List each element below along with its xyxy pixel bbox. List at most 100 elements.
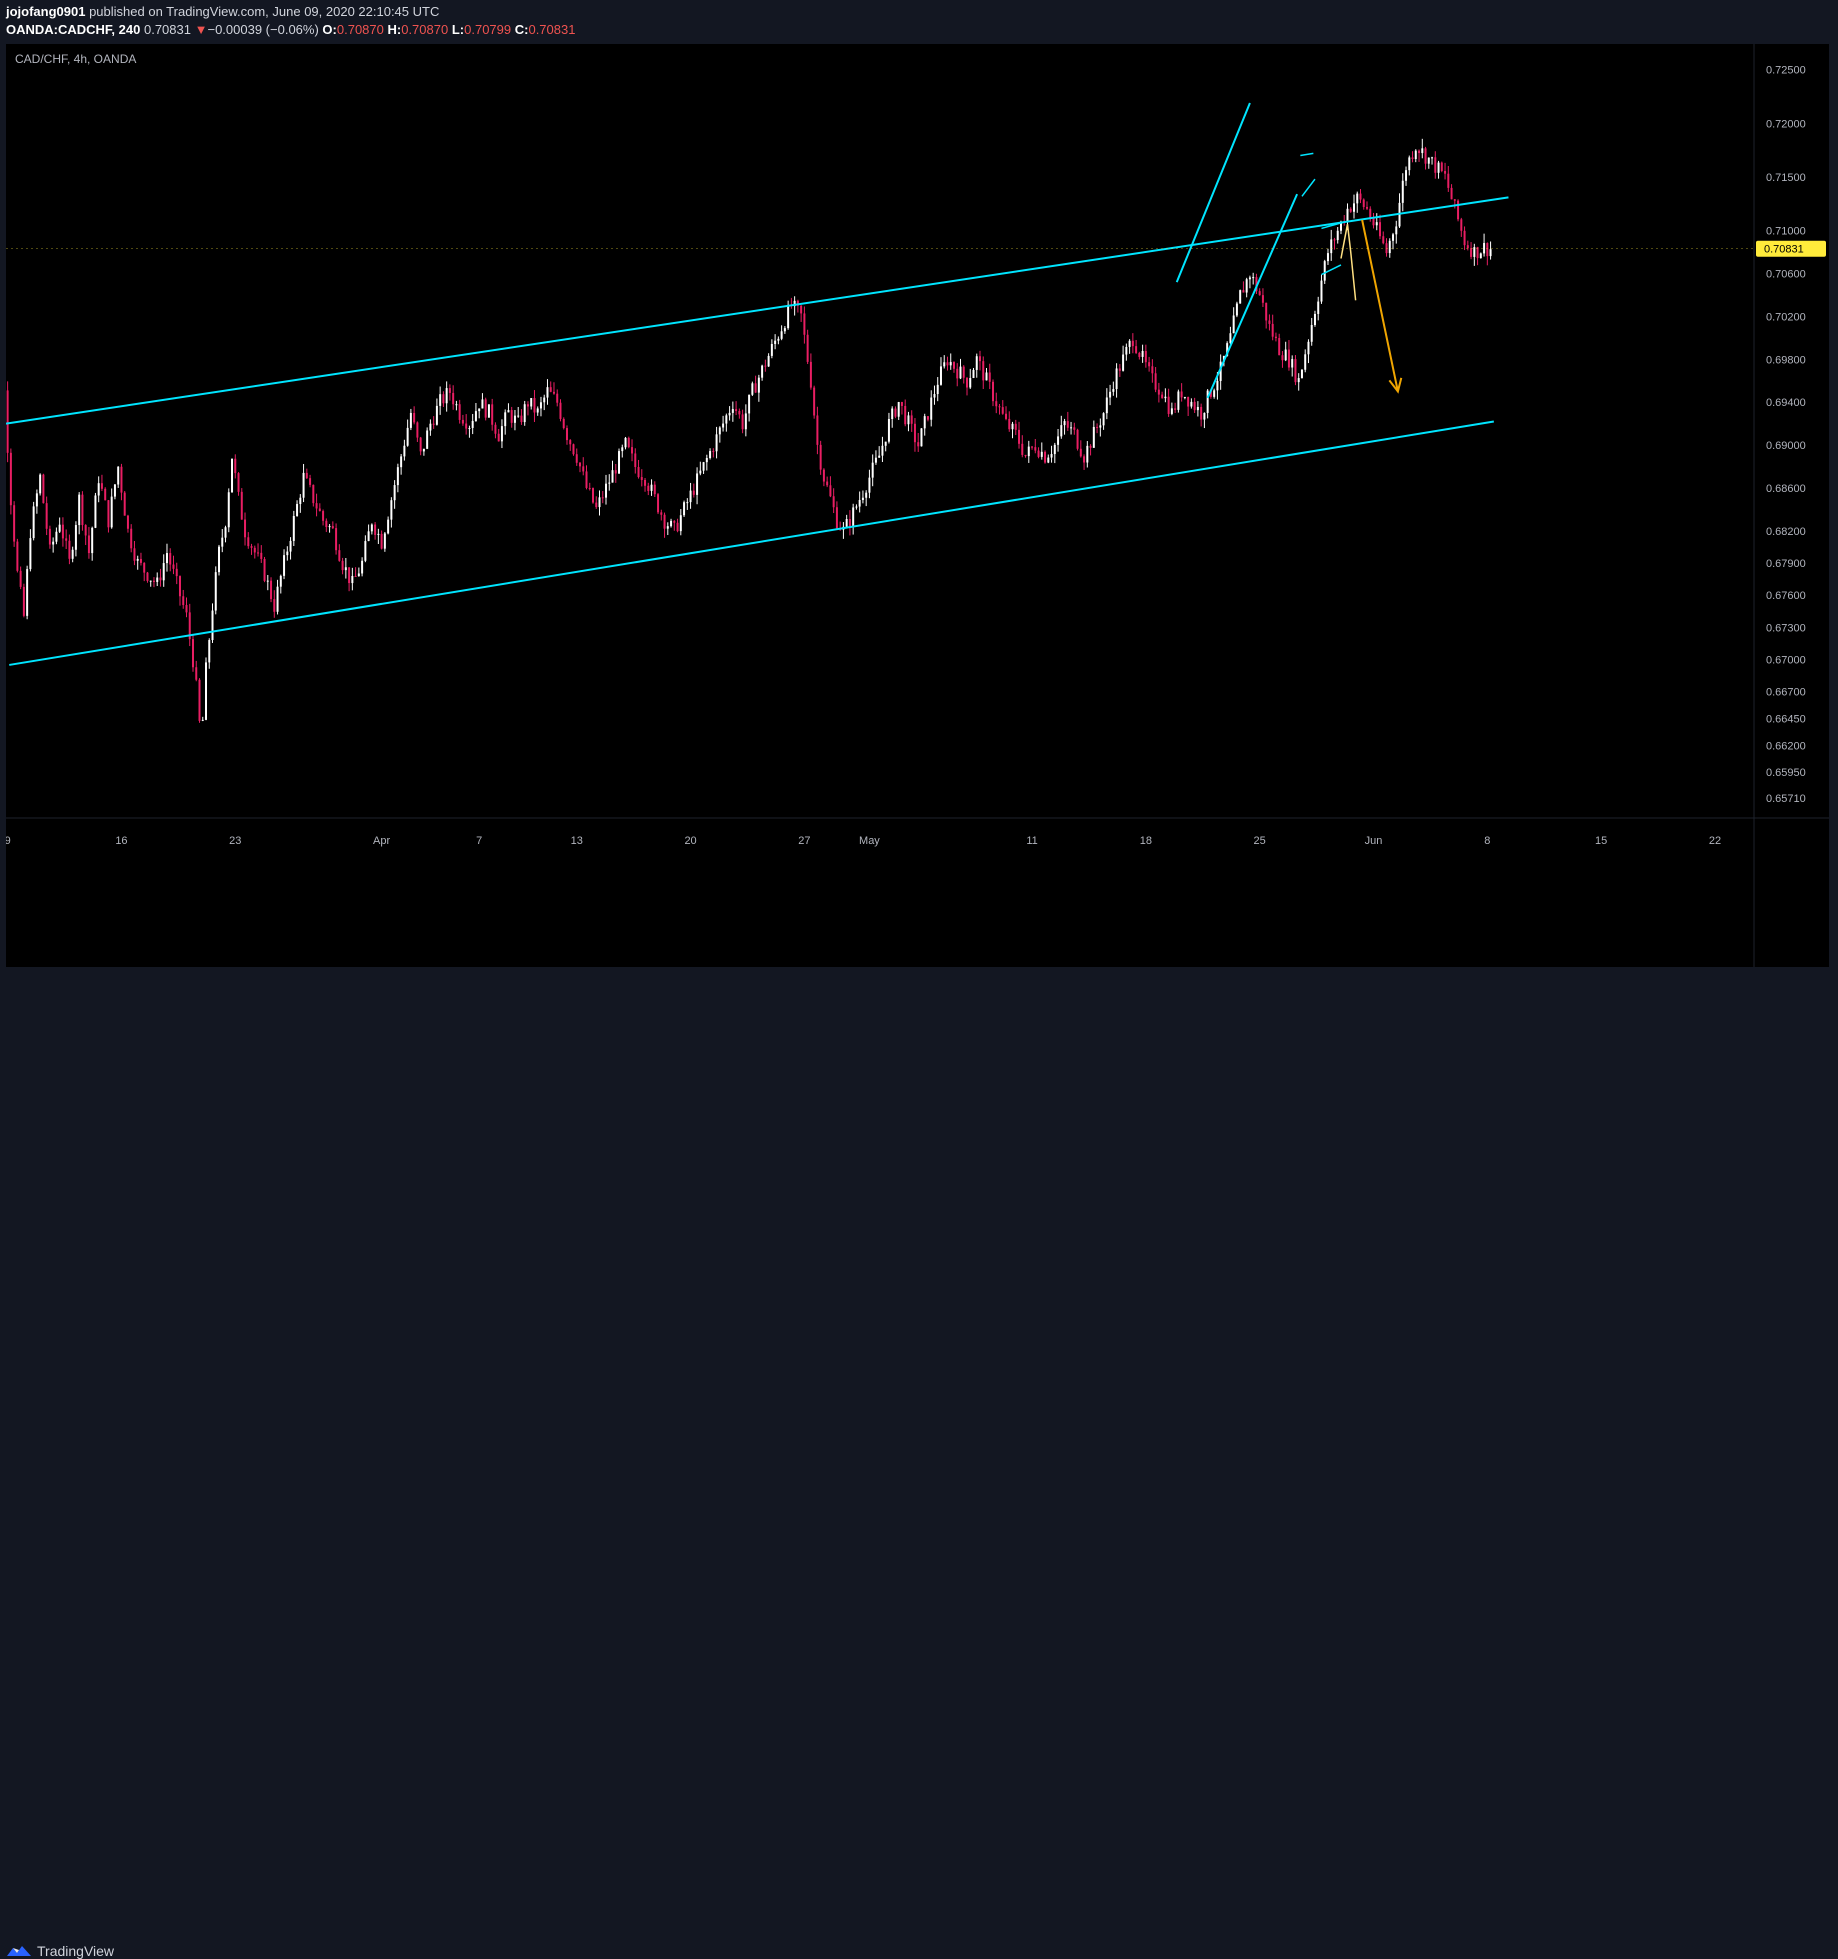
candle-body — [852, 507, 855, 527]
down-arrow-icon: ▼ — [194, 22, 208, 37]
candle-body — [1414, 150, 1417, 160]
candle-body — [100, 483, 103, 489]
candle-body — [1336, 230, 1339, 241]
candle-body — [146, 572, 149, 581]
rising-wedge-lower-line — [1206, 193, 1298, 399]
candle-body — [283, 555, 286, 576]
candle-body — [120, 466, 123, 493]
candle-body — [644, 479, 647, 486]
candle-body — [296, 503, 299, 516]
candle-body — [208, 640, 211, 663]
candle-body — [357, 573, 360, 577]
candle-body — [683, 502, 686, 516]
candle-body — [715, 434, 718, 452]
candle-body — [689, 490, 692, 503]
candle-body — [826, 481, 829, 486]
candle-body — [764, 365, 767, 367]
candle-body — [1479, 253, 1482, 259]
candle-body — [1053, 444, 1056, 455]
candle-body — [1447, 173, 1450, 188]
candle-body — [1255, 277, 1258, 292]
candle-body — [1125, 346, 1128, 355]
candle-body — [777, 338, 780, 341]
y-tick-label: 0.71500 — [1766, 172, 1806, 184]
candle-body — [370, 524, 373, 532]
candle-body — [913, 423, 916, 443]
candle-body — [305, 472, 308, 479]
candle-body — [136, 558, 139, 561]
y-tick-label: 0.65950 — [1766, 767, 1806, 779]
candle-body — [1024, 454, 1027, 457]
x-tick-label: Apr — [373, 835, 390, 847]
candle-body — [1057, 436, 1060, 445]
candle-body — [1001, 407, 1004, 414]
candle-body — [1486, 243, 1489, 257]
candle-body — [270, 580, 273, 600]
candle-body — [813, 387, 816, 416]
y-tick-label: 0.66700 — [1766, 687, 1806, 699]
candle-body — [162, 563, 165, 581]
candle-body — [767, 355, 770, 367]
candle-body — [562, 418, 565, 429]
candle-body — [939, 366, 942, 385]
candle-body — [761, 365, 764, 378]
candle-body — [1284, 349, 1287, 361]
candle-body — [107, 500, 110, 528]
candle-body — [68, 540, 71, 559]
candle-body — [240, 491, 243, 520]
author-name[interactable]: jojofang0901 — [6, 4, 86, 19]
candle-body — [500, 426, 503, 442]
candle-body — [1131, 340, 1134, 347]
candle-body — [796, 300, 799, 306]
candle-body — [592, 488, 595, 503]
flag-upper-line — [1321, 221, 1345, 230]
candle-body — [975, 356, 978, 370]
tradingview-brand[interactable]: TradingView — [6, 1943, 114, 1959]
candle-body — [952, 362, 955, 369]
candle-body — [1213, 390, 1216, 397]
candle-body — [195, 667, 198, 680]
candle-body — [569, 440, 572, 445]
x-tick-label: 27 — [798, 835, 810, 847]
candle-body — [1434, 157, 1437, 173]
candle-body — [1356, 193, 1359, 204]
candle-body — [1411, 157, 1414, 160]
last-price-badge — [1756, 240, 1826, 257]
candle-body — [429, 423, 432, 431]
candle-body — [513, 415, 516, 423]
candle-body — [286, 551, 289, 556]
candle-body — [341, 560, 344, 571]
candle-body — [816, 415, 819, 445]
candle-body — [725, 415, 728, 424]
price-chart[interactable]: 0.72500 0.72000 0.71500 0.71000 0.70600 0.702… — [6, 44, 1829, 967]
candle-body — [673, 520, 676, 523]
candle-body — [1122, 354, 1125, 371]
candle-body — [722, 423, 725, 428]
candle-body — [491, 404, 494, 425]
candle-body — [605, 483, 608, 498]
candle-body — [621, 447, 624, 452]
high-label: H: — [387, 22, 402, 37]
candle-body — [1050, 454, 1053, 458]
candle-body — [331, 526, 334, 529]
candle-body — [1092, 426, 1095, 448]
y-tick-label: 0.70200 — [1766, 311, 1806, 323]
candle-body — [887, 419, 890, 442]
candle-body — [42, 474, 45, 504]
candle-body — [1271, 323, 1274, 337]
candle-body — [104, 488, 107, 501]
candle-body — [634, 453, 637, 468]
candle-body — [1317, 301, 1320, 314]
candle-body — [364, 541, 367, 561]
candle-body — [1216, 380, 1219, 391]
candle-body — [861, 497, 864, 500]
candle-body — [1021, 443, 1024, 455]
candle-body — [156, 577, 159, 582]
candle-body — [1102, 413, 1105, 426]
candle-body — [1118, 368, 1121, 371]
candle-body — [198, 679, 201, 721]
candle-body — [445, 388, 448, 404]
candle-body — [686, 502, 689, 504]
candle-body — [55, 531, 58, 542]
candle-body — [539, 402, 542, 409]
